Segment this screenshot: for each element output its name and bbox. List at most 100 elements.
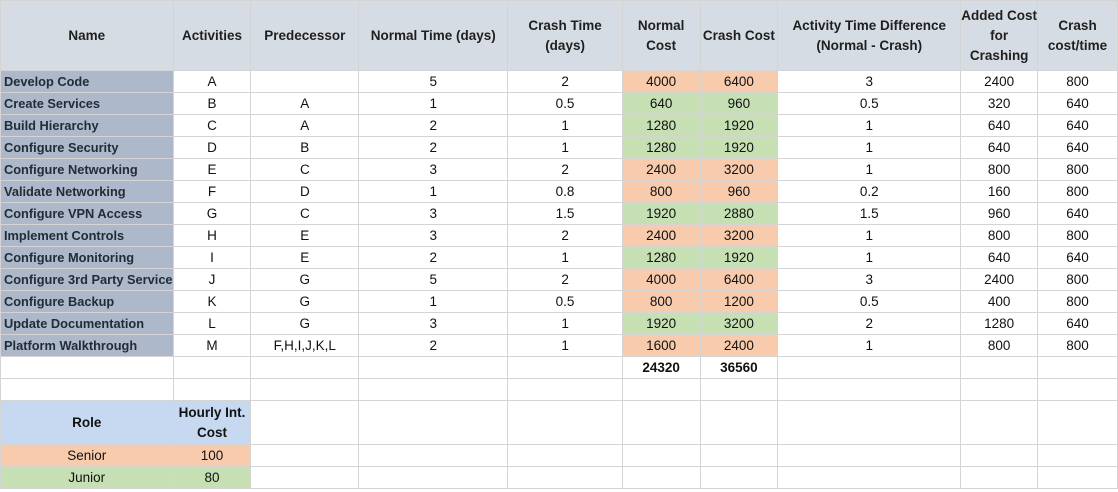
predecessor-cell[interactable]: G (250, 312, 360, 335)
activity-cell[interactable]: F (172, 180, 252, 203)
activity-cell[interactable]: I (172, 246, 252, 269)
normal-time-cell[interactable]: 2 (358, 246, 509, 269)
time-diff-cell[interactable]: 0.2 (777, 180, 962, 203)
rates-blank-cell[interactable] (250, 400, 360, 445)
normal-cost-cell[interactable]: 1920 (621, 202, 701, 225)
crash-rate-cell[interactable]: 640 (1037, 312, 1118, 335)
header-predecessor[interactable]: Predecessor (250, 0, 360, 71)
rates-blank-cell[interactable] (1037, 444, 1118, 467)
rates-blank-cell[interactable] (621, 466, 701, 489)
totals-blank-cell[interactable] (777, 356, 962, 379)
time-diff-cell[interactable]: 1 (777, 158, 962, 181)
rates-blank-cell[interactable] (358, 444, 509, 467)
name-cell[interactable]: Configure Networking (0, 158, 174, 181)
activity-cell[interactable]: M (172, 334, 252, 357)
crash-time-cell[interactable]: 2 (507, 268, 623, 291)
normal-time-cell[interactable]: 2 (358, 334, 509, 357)
crash-rate-cell[interactable]: 800 (1037, 268, 1118, 291)
totals-blank-cell[interactable] (358, 356, 509, 379)
added-cost-cell[interactable]: 2400 (960, 70, 1039, 93)
crash-rate-cell[interactable]: 640 (1037, 202, 1118, 225)
time-diff-cell[interactable]: 0.5 (777, 290, 962, 313)
added-cost-cell[interactable]: 400 (960, 290, 1039, 313)
crash-time-cell[interactable]: 0.5 (507, 92, 623, 115)
name-cell[interactable]: Configure Monitoring (0, 246, 174, 269)
empty-blank-cell[interactable] (358, 378, 509, 401)
crash-time-cell[interactable]: 1 (507, 114, 623, 137)
crash-rate-cell[interactable]: 800 (1037, 158, 1118, 181)
time-diff-cell[interactable]: 3 (777, 268, 962, 291)
activity-cell[interactable]: E (172, 158, 252, 181)
totals-blank-cell[interactable] (507, 356, 623, 379)
rates-blank-cell[interactable] (507, 400, 623, 445)
rates-blank-cell[interactable] (1037, 466, 1118, 489)
rates-blank-cell[interactable] (1037, 400, 1118, 445)
rates-blank-cell[interactable] (699, 466, 779, 489)
rates-blank-cell[interactable] (777, 444, 962, 467)
added-cost-cell[interactable]: 640 (960, 136, 1039, 159)
activity-cell[interactable]: C (172, 114, 252, 137)
name-cell[interactable]: Update Documentation (0, 312, 174, 335)
crash-rate-cell[interactable]: 800 (1037, 180, 1118, 203)
rates-blank-cell[interactable] (621, 400, 701, 445)
name-cell[interactable]: Configure Security (0, 136, 174, 159)
activity-cell[interactable]: D (172, 136, 252, 159)
predecessor-cell[interactable]: A (250, 92, 360, 115)
empty-blank-cell[interactable] (250, 378, 360, 401)
normal-cost-cell[interactable]: 1280 (621, 136, 701, 159)
normal-time-cell[interactable]: 3 (358, 312, 509, 335)
rates-blank-cell[interactable] (699, 400, 779, 445)
empty-blank-cell[interactable] (0, 378, 174, 401)
rates-blank-cell[interactable] (507, 444, 623, 467)
rate-role-cell[interactable]: Junior (0, 466, 174, 489)
time-diff-cell[interactable]: 0.5 (777, 92, 962, 115)
crash-time-cell[interactable]: 2 (507, 70, 623, 93)
header-activities[interactable]: Activities (172, 0, 252, 71)
time-diff-cell[interactable]: 1 (777, 224, 962, 247)
normal-time-cell[interactable]: 5 (358, 70, 509, 93)
totals-blank-cell[interactable] (0, 356, 174, 379)
rates-blank-cell[interactable] (777, 400, 962, 445)
added-cost-cell[interactable]: 160 (960, 180, 1039, 203)
crash-time-cell[interactable]: 1.5 (507, 202, 623, 225)
rates-blank-cell[interactable] (777, 466, 962, 489)
name-cell[interactable]: Build Hierarchy (0, 114, 174, 137)
time-diff-cell[interactable]: 2 (777, 312, 962, 335)
totals-blank-cell[interactable] (960, 356, 1039, 379)
predecessor-cell[interactable]: C (250, 202, 360, 225)
empty-blank-cell[interactable] (507, 378, 623, 401)
normal-time-cell[interactable]: 3 (358, 224, 509, 247)
normal-cost-cell[interactable]: 1280 (621, 246, 701, 269)
activity-cell[interactable]: G (172, 202, 252, 225)
total-normal-cost-cell[interactable]: 24320 (621, 356, 701, 379)
rates-blank-cell[interactable] (960, 444, 1039, 467)
crash-rate-cell[interactable]: 640 (1037, 136, 1118, 159)
header-added-cost[interactable]: Added Cost for Crashing (960, 0, 1039, 71)
time-diff-cell[interactable]: 1 (777, 246, 962, 269)
normal-cost-cell[interactable]: 640 (621, 92, 701, 115)
normal-cost-cell[interactable]: 4000 (621, 70, 701, 93)
time-diff-cell[interactable]: 1 (777, 334, 962, 357)
crash-cost-cell[interactable]: 960 (699, 180, 779, 203)
normal-time-cell[interactable]: 2 (358, 136, 509, 159)
name-cell[interactable]: Platform Walkthrough (0, 334, 174, 357)
rates-header-cost[interactable]: Hourly Int. Cost (172, 400, 252, 445)
name-cell[interactable]: Validate Networking (0, 180, 174, 203)
empty-blank-cell[interactable] (960, 378, 1039, 401)
totals-blank-cell[interactable] (250, 356, 360, 379)
rates-blank-cell[interactable] (960, 466, 1039, 489)
header-crash-cost[interactable]: Crash Cost (699, 0, 779, 71)
crash-rate-cell[interactable]: 800 (1037, 334, 1118, 357)
crash-cost-cell[interactable]: 1920 (699, 246, 779, 269)
crash-cost-cell[interactable]: 1920 (699, 136, 779, 159)
predecessor-cell[interactable]: F,H,I,J,K,L (250, 334, 360, 357)
crash-time-cell[interactable]: 1 (507, 136, 623, 159)
added-cost-cell[interactable]: 640 (960, 246, 1039, 269)
rates-blank-cell[interactable] (250, 466, 360, 489)
name-cell[interactable]: Configure 3rd Party Service (0, 268, 174, 291)
activity-cell[interactable]: H (172, 224, 252, 247)
rates-header-role[interactable]: Role (0, 400, 174, 445)
empty-blank-cell[interactable] (1037, 378, 1118, 401)
crash-cost-cell[interactable]: 6400 (699, 268, 779, 291)
crash-cost-cell[interactable]: 6400 (699, 70, 779, 93)
